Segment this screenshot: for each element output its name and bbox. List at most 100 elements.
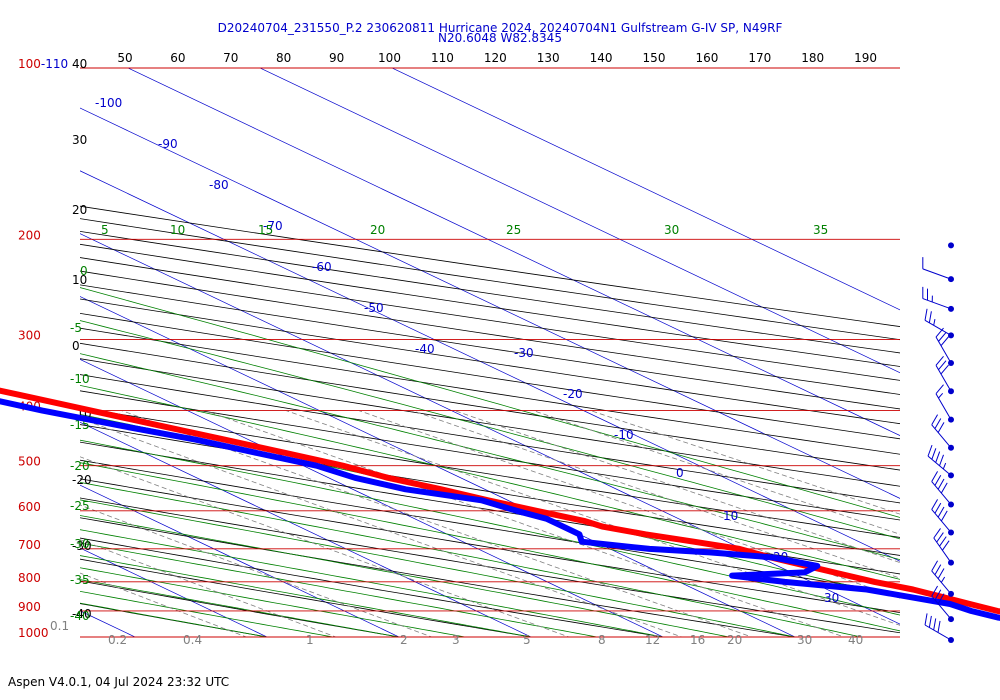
dry-adiabat-line [80, 312, 900, 440]
dry-adiabat-line [80, 537, 666, 637]
wind-barb-flag [940, 364, 949, 375]
moist-adiabat-line [80, 590, 336, 637]
moist-adiabat-line [80, 529, 666, 637]
moist-adiabat-label: -40 [70, 609, 90, 623]
top-axis-label: 50 [117, 51, 132, 65]
mixing-ratio-line [590, 410, 900, 515]
mixing-ratio-line [121, 410, 753, 637]
isotherm-line [80, 296, 796, 637]
wind-barb-flag [931, 585, 939, 597]
wind-barb-flag [936, 532, 944, 543]
mixing-ratio-label: 16 [690, 633, 705, 647]
dry-adiabat-line [80, 284, 900, 410]
top-axis-label: 70 [223, 51, 238, 65]
dry-adiabat-line [80, 603, 270, 637]
isotherm-label: -100 [95, 96, 122, 110]
wind-barb-flag [940, 336, 949, 347]
wind-barb-flag [935, 384, 944, 395]
dry-adiabat-line [80, 270, 900, 395]
mixing-ratio-label: 0.4 [183, 633, 202, 647]
pressure-label-800: 800 [18, 571, 41, 585]
wind-barb-flag [939, 536, 947, 547]
mixing-ratio-line [80, 456, 571, 637]
wind-barb-flag [931, 499, 939, 510]
dry-adiabat-label: -40 [72, 607, 92, 621]
isotherm-line [80, 484, 400, 637]
dry-adiabat-label: 30 [72, 133, 87, 147]
moist-adiabat-line [80, 287, 900, 518]
pressure-label-900: 900 [18, 600, 41, 614]
mixing-ratio-label: 30 [797, 633, 812, 647]
wind-barb-half-flag [938, 392, 944, 399]
wind-barb-flag [935, 327, 944, 338]
wind-barb-staff [931, 424, 952, 449]
moist-adiabat-label: -35 [70, 573, 90, 587]
mixing-ratio-label: 40 [848, 633, 863, 647]
wind-barb-flag [937, 506, 945, 518]
isotherm-label: 0 [676, 466, 684, 480]
pressure-label-700: 700 [18, 538, 41, 552]
wind-barb-flag [933, 618, 937, 631]
isotherm-line [80, 170, 900, 562]
moist-adiabat-label: -25 [70, 499, 90, 513]
mixing-ratio-line [205, 410, 846, 637]
moist-adiabat-line [80, 602, 270, 637]
pressure-label-500: 500 [18, 455, 41, 469]
mixing-ratio-label: 0.2 [108, 633, 127, 647]
mixing-ratio-label: 1 [306, 633, 314, 647]
wind-barb-staff [922, 268, 952, 280]
moist-adiabat-label: 0 [80, 264, 88, 278]
chart-title-line1: D20240704_231550_P.2 230620811 Hurricane… [217, 21, 783, 35]
wind-barb [935, 356, 954, 395]
mixing-ratio-line [80, 504, 433, 637]
dry-adiabat-line [80, 459, 900, 594]
moist-adiabat-line [80, 499, 798, 637]
isotherm-line [80, 421, 532, 637]
moist-adiabat-line [80, 320, 900, 540]
chart-title-line2: N20.6048 W82.8345 [438, 31, 562, 45]
pressure-label-100: 100-110 [18, 57, 68, 71]
isotherm-line [80, 358, 664, 637]
isotherm-label: -90 [158, 137, 178, 151]
top-axis-label: 170 [748, 51, 771, 65]
wind-barb [935, 384, 954, 423]
top-axis-label: 140 [590, 51, 613, 65]
isotherm-label: -40 [415, 342, 435, 356]
wind-barb-flag [934, 589, 942, 601]
wind-barb [933, 528, 954, 566]
plot-area [80, 68, 900, 637]
moist-adiabat-line [80, 439, 900, 616]
isotherm-line [80, 547, 268, 637]
dry-adiabat-line [80, 497, 900, 634]
moist-adiabat-label: 10 [170, 223, 185, 237]
wind-barb [922, 257, 954, 283]
dry-adiabat-line [80, 517, 798, 637]
wind-barb-flag [933, 528, 941, 539]
moist-adiabat-label: -10 [70, 372, 90, 386]
wind-barb-flag [940, 510, 948, 522]
dry-adiabat-line [80, 243, 900, 367]
wind-barb-flag [931, 448, 937, 460]
wind-barb [948, 242, 954, 249]
moist-adiabat-label: 30 [664, 223, 679, 237]
wind-barb-flag [931, 414, 939, 426]
dry-adiabat-line [80, 407, 900, 538]
dry-adiabat-label: -30 [72, 539, 92, 553]
mixing-ratio-label: 0.1 [50, 619, 69, 633]
moist-adiabat-label: 25 [506, 223, 521, 237]
wind-barb [924, 308, 954, 339]
dry-adiabat-line [80, 374, 900, 504]
top-axis-label: 110 [431, 51, 454, 65]
moist-adiabat-label: -30 [70, 537, 90, 551]
wind-barb-flag [934, 564, 942, 576]
mixing-ratio-label: 3 [452, 633, 460, 647]
wind-barb-flag [934, 418, 942, 429]
top-axis-label: 130 [537, 51, 560, 65]
dry-adiabat-label: -20 [72, 473, 92, 487]
wind-barb-staff [931, 481, 952, 505]
wind-barb [931, 414, 954, 451]
moist-adiabat-label: -20 [70, 459, 90, 473]
wind-barb-flag [928, 615, 932, 628]
moist-adiabat-label: 5 [101, 223, 109, 237]
top-axis-label: 150 [643, 51, 666, 65]
